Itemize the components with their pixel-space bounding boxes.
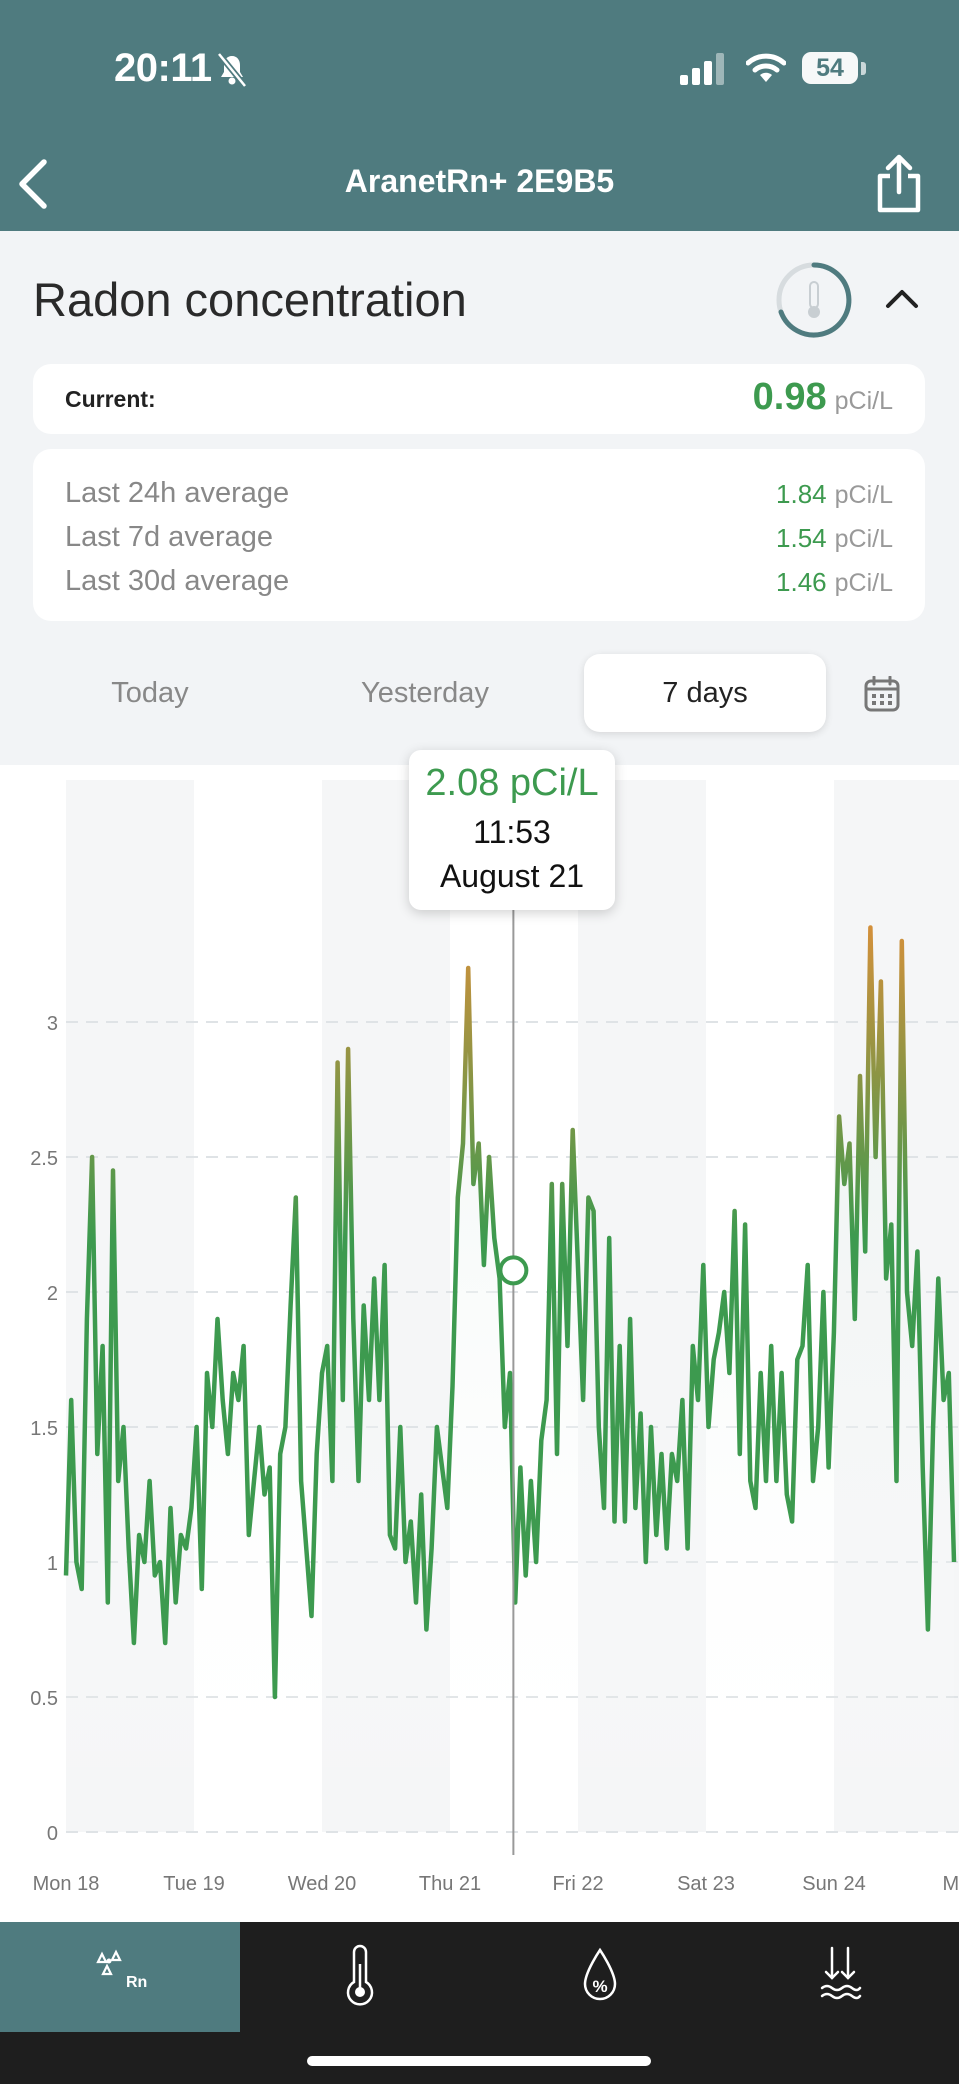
tooltip-date: August 21 (439, 858, 585, 894)
average-label: Last 24h average (65, 477, 290, 509)
selected-point-marker (498, 1255, 529, 1286)
wifi-icon (746, 53, 786, 82)
chart-svg[interactable]: 0 0.5 1 1.5 2 2.5 3 Mon 18 Tue 19 Wed 20 Thu 21 Fri… (0, 765, 959, 1922)
x-tick-label: Wed 20 (288, 1873, 357, 1895)
x-tick-label: Fri 22 (552, 1873, 603, 1895)
current-value: 0.98 pCi/L (753, 376, 893, 419)
y-tick-label: 1.5 (30, 1418, 58, 1440)
average-label: Last 7d average (65, 521, 273, 553)
y-tick-label: 1 (47, 1553, 58, 1575)
x-tick-label: Mon 18 (33, 1873, 100, 1895)
back-button[interactable] (14, 156, 54, 212)
current-card: Current: 0.98 pCi/L (33, 364, 925, 434)
nav-temperature[interactable] (240, 1922, 480, 2032)
y-tick-label: 0 (47, 1823, 58, 1845)
tab-today[interactable]: Today (111, 677, 189, 709)
x-tick-label: Tue 19 (163, 1873, 225, 1895)
status-time: 20:11 (114, 46, 212, 90)
current-unit: pCi/L (834, 387, 893, 415)
tab-7-days[interactable]: 7 days (584, 654, 826, 732)
average-number: 1.84 (776, 479, 827, 509)
x-tick-label: Sat 23 (677, 1873, 735, 1895)
chart-tooltip: 2.08 pCi/L 11:53 August 21 (409, 750, 615, 910)
average-number: 1.54 (776, 523, 827, 553)
average-unit: pCi/L (834, 481, 893, 509)
svg-text:%: % (592, 1977, 607, 1996)
average-row-24h: Last 24h average 1.84 pCi/L (65, 477, 893, 517)
average-unit: pCi/L (834, 525, 893, 553)
series-line (63, 925, 957, 1700)
average-value: 1.84 pCi/L (776, 479, 893, 510)
y-tick-label: 3 (47, 1013, 58, 1035)
nav-humidity[interactable]: % (480, 1922, 720, 2032)
average-label: Last 30d average (65, 565, 290, 597)
battery-level: 54 (816, 54, 844, 82)
chevron-up-icon[interactable] (884, 286, 920, 310)
average-row-7d: Last 7d average 1.54 pCi/L (65, 521, 893, 561)
average-row-30d: Last 30d average 1.46 pCi/L (65, 565, 893, 605)
tab-yesterday[interactable]: Yesterday (361, 677, 489, 709)
average-value: 1.54 pCi/L (776, 523, 893, 554)
device-title: AranetRn+ 2E9B5 (344, 163, 615, 199)
average-number: 1.46 (776, 567, 827, 597)
humidity-icon: % (583, 1947, 617, 2001)
x-tick-label: Sun 24 (802, 1873, 865, 1895)
radon-icon (96, 1949, 122, 1976)
average-value: 1.46 pCi/L (776, 567, 893, 598)
x-tick-label: Mon (943, 1873, 959, 1895)
tooltip-time: 11:53 (473, 814, 551, 850)
app-header: 20:11 54 AranetRn+ 2E9B5 (0, 0, 959, 231)
share-icon[interactable] (874, 154, 924, 214)
y-tick-label: 0.5 (30, 1688, 58, 1710)
y-tick-label: 2 (47, 1283, 58, 1305)
signal-icon (680, 53, 724, 85)
thermometer-gauge-icon (776, 262, 852, 338)
current-label: Current: (65, 386, 156, 412)
pressure-icon (820, 1946, 862, 2000)
x-tick-label: Thu 21 (419, 1873, 481, 1895)
bell-slash-icon (216, 52, 248, 88)
thermometer-icon (346, 1944, 374, 2006)
current-number: 0.98 (752, 376, 827, 418)
calendar-icon[interactable] (864, 676, 900, 712)
y-tick-label: 2.5 (30, 1148, 58, 1170)
averages-card: Last 24h average 1.84 pCi/L Last 7d avera… (33, 449, 925, 621)
home-indicator (307, 2056, 651, 2066)
average-unit: pCi/L (834, 569, 893, 597)
section-title: Radon concentration (33, 273, 467, 326)
tooltip-value: 2.08 pCi/L (425, 762, 599, 804)
radon-chart[interactable]: 0 0.5 1 1.5 2 2.5 3 Mon 18 Tue 19 Wed 20 Thu 21 Fri… (0, 765, 959, 1922)
nav-pressure[interactable] (720, 1922, 959, 2032)
battery-icon: 54 (802, 52, 868, 86)
radon-nav-label: Rn (126, 1974, 148, 1991)
nav-radon[interactable]: Rn (0, 1922, 240, 2032)
